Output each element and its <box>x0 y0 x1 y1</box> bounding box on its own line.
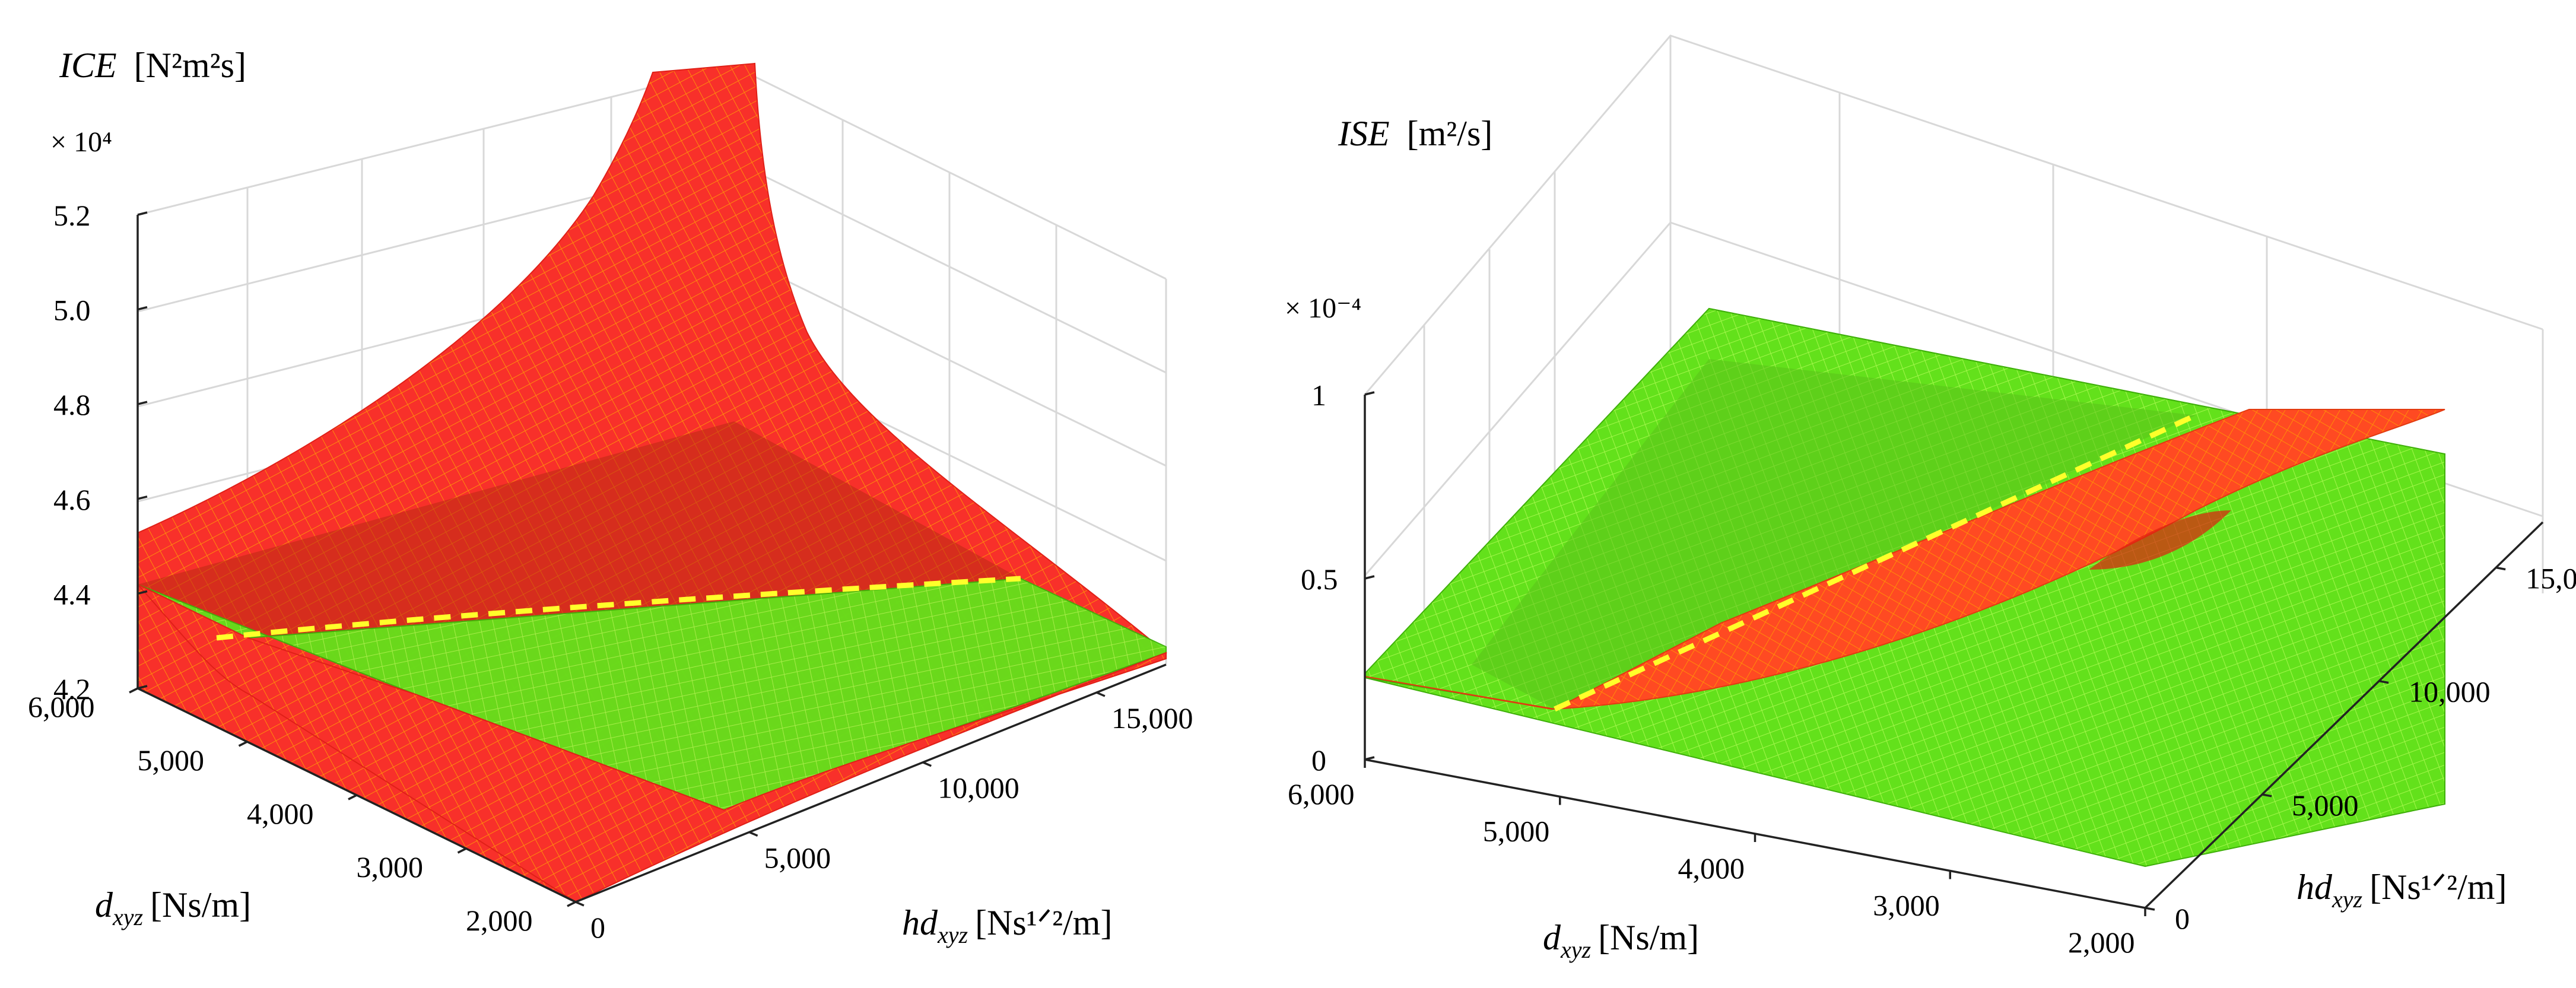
z-tick-mark <box>137 495 148 500</box>
y-tick-label: 10,000 <box>2409 675 2491 709</box>
z-tick-label: 4.6 <box>53 483 91 516</box>
y-tick-label: 5,000 <box>2292 789 2359 822</box>
ice-surface-plot: 4.2 4.4 4.6 4.8 5.0 5.2 6,000 5,000 4,000 3,000 2… <box>28 46 1193 948</box>
ise-y-ticks: 0 5,000 10,000 15,000 <box>2145 561 2576 935</box>
x-tick-mark <box>129 687 138 694</box>
ise-z-label: ISE [m²/s] <box>1338 114 1492 153</box>
z-tick-label: 4.2 <box>53 672 91 706</box>
x-tick-label: 2,000 <box>2068 926 2135 959</box>
x-tick-mark <box>457 847 467 854</box>
x-tick-label: 4,000 <box>1678 852 1745 885</box>
ice-x-label: dxyz [Ns/m] <box>95 885 251 930</box>
x-tick-mark <box>567 901 576 907</box>
y-tick-label: 0 <box>590 911 605 944</box>
x-tick-mark <box>238 741 248 747</box>
y-tick-mark <box>2495 566 2506 571</box>
y-tick-mark <box>2261 793 2272 798</box>
ise-z-ticks: 00.51 <box>1301 379 1375 777</box>
z-tick-label: 5.0 <box>53 294 91 327</box>
x-tick-label: 6,000 <box>1288 777 1355 811</box>
y-tick-mark <box>575 901 585 907</box>
ice-x-ticks: 6,000 5,000 4,000 3,000 2,000 <box>28 687 576 937</box>
ise-overlap-region <box>1472 359 2196 709</box>
ice-red-front <box>137 584 1167 903</box>
z-tick-label: 4.4 <box>53 577 91 611</box>
ise-y-label: hdxyz [Ns¹ᐟ²/m] <box>2297 868 2507 913</box>
ise-x-label: dxyz [Ns/m] <box>1543 918 1699 963</box>
ice-overlap-region <box>138 421 1021 638</box>
z-tick-mark <box>137 685 148 690</box>
z-tick-mark <box>1364 575 1375 580</box>
x-tick-label: 2,000 <box>466 904 533 937</box>
ise-red-fold <box>2089 510 2231 570</box>
z-tick-label: 4.8 <box>53 388 91 421</box>
x-tick-label: 5,000 <box>1483 815 1550 848</box>
x-tick-label: 3,000 <box>357 850 424 884</box>
z-tick-mark <box>1364 756 1375 761</box>
y-tick-mark <box>2145 907 2155 911</box>
z-tick-mark <box>137 590 148 595</box>
x-tick-label: 6,000 <box>28 690 95 723</box>
z-tick-mark <box>137 306 148 311</box>
y-tick-mark <box>922 761 932 767</box>
y-tick-label: 10,000 <box>938 771 1019 805</box>
z-tick-label: 0.5 <box>1301 563 1338 596</box>
z-tick-mark <box>137 401 148 405</box>
y-tick-label: 15,000 <box>1111 701 1193 735</box>
ice-y-ticks: 0 5,000 10,000 15,000 <box>575 691 1193 944</box>
x-tick-mark <box>348 794 357 800</box>
x-tick-label: 4,000 <box>247 797 314 830</box>
ice-z-multiplier: × 10⁴ <box>50 126 112 158</box>
y-tick-label: 15,000 <box>2526 561 2576 595</box>
y-tick-mark <box>748 831 758 837</box>
x-tick-label: 5,000 <box>138 744 205 777</box>
ice-z-ticks: 4.2 4.4 4.6 4.8 5.0 5.2 <box>53 199 148 706</box>
z-tick-label: 1 <box>1311 379 1326 412</box>
ice-y-label: hdxyz [Ns¹ᐟ²/m] <box>902 903 1112 948</box>
y-tick-label: 0 <box>2175 902 2190 935</box>
y-tick-mark <box>1096 691 1106 697</box>
ise-red-surface <box>1364 409 2445 710</box>
x-tick-label: 3,000 <box>1873 889 1940 922</box>
z-tick-label: 0 <box>1311 744 1326 777</box>
ice-intersection-line <box>216 576 1021 641</box>
z-tick-mark <box>1364 391 1375 396</box>
z-tick-mark <box>137 211 148 216</box>
y-tick-mark <box>2378 679 2389 684</box>
ise-x-ticks: 6,000 5,000 4,000 3,000 2,000 <box>1288 760 2146 959</box>
ise-intersection-line <box>1554 412 2197 712</box>
ice-z-label: ICE [N²m²s] <box>59 46 246 85</box>
y-tick-label: 5,000 <box>764 841 831 874</box>
ise-z-multiplier: × 10⁻⁴ <box>1285 293 1361 324</box>
z-tick-label: 5.2 <box>53 199 91 232</box>
